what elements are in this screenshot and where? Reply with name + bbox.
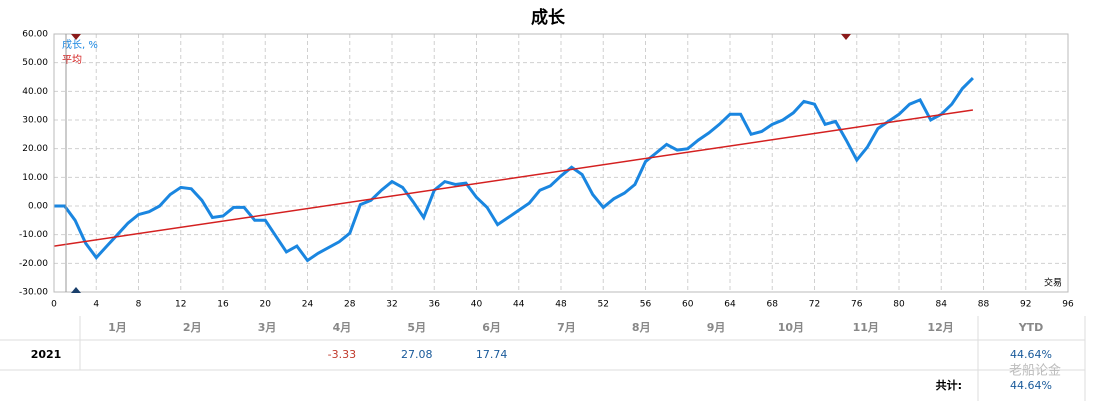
marker [841, 34, 851, 40]
ytd-value: 44.64% [1010, 348, 1052, 361]
x-tick-label: 44 [513, 300, 525, 310]
x-tick-label: 36 [429, 300, 441, 310]
month-header: 1月 [108, 321, 127, 334]
plot: -30.00 -20.00 -10.00 0.00 10.00 20.00 30.00 40.… [19, 30, 1074, 310]
x-tick-label: 4 [93, 300, 99, 310]
x-tick-label: 40 [471, 300, 483, 310]
chart-title: 成长 [531, 7, 566, 28]
x-tick-label: 24 [302, 300, 314, 310]
x-tick-label: 52 [598, 300, 609, 310]
total-label: 共计: [936, 378, 962, 392]
x-tick-label: 56 [640, 300, 652, 310]
month-header: 12月 [927, 321, 953, 334]
month-header: 2月 [183, 321, 202, 334]
month-header: 10月 [778, 321, 804, 334]
x-tick-label: 68 [767, 300, 779, 310]
x-tick-label: 88 [978, 300, 990, 310]
month-header: 7月 [557, 321, 576, 334]
x-tick-label: 16 [217, 300, 229, 310]
legend-entry: 成长, % [62, 39, 98, 51]
plot-border [53, 33, 1069, 293]
x-tick-label: 96 [1062, 300, 1074, 310]
series-line [53, 109, 974, 247]
x-tick-label: 80 [893, 300, 905, 310]
watermark: 老船论金 [1009, 363, 1061, 379]
x-tick-label: 92 [1020, 300, 1031, 310]
x-tick-label: 8 [136, 300, 142, 310]
x-tick-label: 76 [851, 300, 863, 310]
cell: -3.33 [328, 348, 356, 361]
legend-entry: 平均 [62, 54, 82, 66]
x-tick-label: 20 [260, 300, 272, 310]
x-tick-label: 60 [682, 300, 694, 310]
x-tick-label: 48 [555, 300, 567, 310]
y-tick-label: -10.00 [19, 230, 48, 240]
month-header: 6月 [482, 321, 501, 334]
cell: 17.74 [476, 348, 508, 361]
y-tick-label: 60.00 [22, 30, 48, 40]
x-tick-label: 28 [344, 300, 356, 310]
month-header: 4月 [333, 321, 352, 334]
y-tick-label: -20.00 [19, 259, 48, 269]
x-tick-label: 12 [175, 300, 186, 310]
marker [71, 34, 81, 40]
y-tick-label: 40.00 [22, 87, 48, 97]
ytd-header: YTD [1018, 321, 1044, 334]
y-tick-label: 30.00 [22, 116, 48, 126]
y-tick-label: 50.00 [22, 58, 48, 68]
cell: 27.08 [401, 348, 433, 361]
month-header: 5月 [407, 321, 426, 334]
row-label: 2021 [31, 348, 62, 361]
y-tick-label: 20.00 [22, 144, 48, 154]
y-tick-label: -30.00 [19, 288, 48, 298]
x-tick-label: 32 [386, 300, 397, 310]
month-header: 11月 [853, 321, 879, 334]
series-line [54, 77, 974, 263]
x-tick-label: 84 [936, 300, 948, 310]
x-axis-label: 交易 [1044, 277, 1062, 289]
x-tick-label: 0 [51, 300, 57, 310]
table: YTD 共计: 44.64% 老船论金 1月 2月 3月 4月 5月 6月 7月 8月 9月 10… [0, 316, 1086, 401]
y-tick-label: 10.00 [22, 173, 48, 183]
x-tick-label: 72 [809, 300, 820, 310]
total-value: 44.64% [1010, 379, 1052, 392]
marker [71, 287, 81, 293]
month-header: 9月 [707, 321, 726, 334]
y-tick-label: 0.00 [28, 202, 48, 212]
month-header: 3月 [258, 321, 277, 334]
month-header: 8月 [632, 321, 651, 334]
x-tick-label: 64 [724, 300, 736, 310]
